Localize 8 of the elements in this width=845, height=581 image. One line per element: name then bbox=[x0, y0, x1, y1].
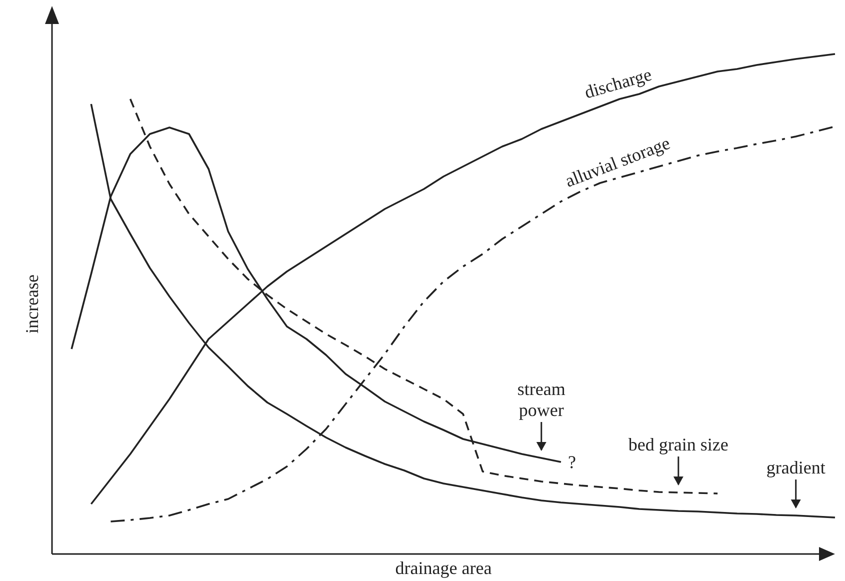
series-label: stream power bbox=[517, 379, 566, 420]
series-label: bed grain size bbox=[628, 434, 728, 454]
text: gradient bbox=[766, 458, 826, 478]
annotation: ? bbox=[568, 452, 576, 472]
y-axis-title: increase bbox=[22, 274, 42, 334]
x-axis-title: drainage area bbox=[395, 558, 492, 578]
text: alluvial storage bbox=[562, 132, 673, 192]
text: discharge bbox=[582, 64, 654, 102]
